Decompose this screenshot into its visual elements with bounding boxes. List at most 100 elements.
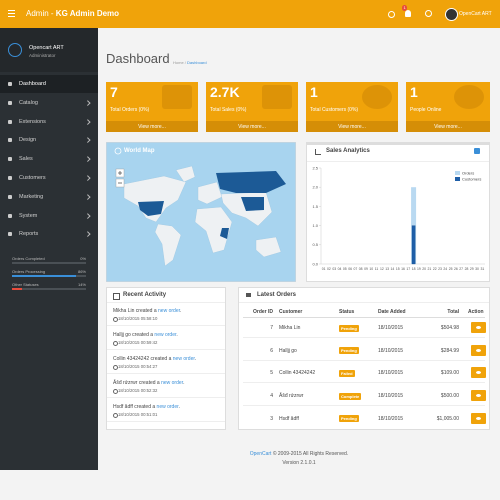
header-title: Admin - KG Admin Demo bbox=[26, 9, 119, 18]
chart-title: Sales Analytics bbox=[326, 148, 370, 154]
tile-footer[interactable]: View more... bbox=[406, 121, 490, 132]
clock-icon bbox=[113, 316, 118, 322]
order-cell: 18/10/2015 bbox=[378, 370, 404, 377]
view-button[interactable] bbox=[471, 344, 486, 356]
user-avatar[interactable] bbox=[445, 8, 458, 21]
view-button[interactable] bbox=[471, 390, 486, 402]
settings-icon[interactable] bbox=[425, 10, 432, 17]
bell-icon[interactable] bbox=[405, 10, 411, 17]
menu-label[interactable]: System bbox=[19, 212, 38, 219]
tile-link[interactable]: View more... bbox=[238, 124, 266, 130]
x-tick-label: 11 bbox=[375, 267, 379, 271]
stat-track bbox=[12, 288, 86, 290]
view-button[interactable] bbox=[471, 322, 486, 333]
clock-icon bbox=[113, 388, 118, 394]
footer-link[interactable]: OpenCart bbox=[249, 451, 272, 457]
menu-label[interactable]: Sales bbox=[19, 156, 33, 163]
breadcrumb-link[interactable]: Home bbox=[173, 60, 184, 65]
menu-label[interactable]: Design bbox=[19, 137, 37, 144]
menu-item[interactable]: System bbox=[0, 207, 98, 225]
view-button[interactable] bbox=[471, 367, 486, 379]
tile-icon bbox=[454, 85, 484, 109]
menu-item[interactable]: Customers bbox=[0, 169, 98, 187]
activity-link[interactable]: new order bbox=[154, 332, 177, 338]
north-america bbox=[123, 175, 187, 223]
y-tick-label: 0.0 bbox=[312, 261, 318, 266]
menu-item[interactable]: Design bbox=[0, 131, 98, 149]
tile-footer[interactable]: View more... bbox=[106, 121, 198, 132]
highlighted-country bbox=[220, 228, 229, 239]
tile-link[interactable]: View more... bbox=[434, 124, 462, 130]
tile-label: Total Customers (0%) bbox=[310, 107, 359, 113]
x-tick-label: 22 bbox=[433, 267, 437, 271]
order-cell: $500.00 bbox=[440, 393, 459, 400]
x-tick-label: 09 bbox=[364, 267, 368, 271]
order-cell: 18/10/2015 bbox=[378, 393, 404, 400]
menu-label[interactable]: Customers bbox=[19, 175, 46, 181]
x-tick-label: 04 bbox=[338, 267, 342, 271]
order-cell: $109.00 bbox=[440, 370, 459, 377]
tile-link[interactable]: View more... bbox=[338, 124, 366, 130]
x-tick-label: 07 bbox=[353, 267, 357, 271]
map-title: World Map bbox=[124, 148, 155, 154]
menu-label[interactable]: Extensions bbox=[19, 118, 46, 125]
menu-label[interactable]: Marketing bbox=[19, 193, 44, 200]
eye-icon bbox=[476, 326, 481, 329]
tile-icon bbox=[262, 85, 292, 109]
menu-label[interactable]: Reports bbox=[19, 231, 39, 238]
activity-link[interactable]: new order bbox=[156, 404, 179, 410]
menu-item[interactable]: Dashboard bbox=[0, 75, 98, 93]
tile-value: 7 bbox=[110, 84, 118, 100]
sales-chart: 0.0 0.5 1.0 1.5 2.0 2.5 01 02 03 04 05 06 07 08 09 10 11… bbox=[312, 165, 485, 271]
x-tick-label: 05 bbox=[343, 267, 347, 271]
order-cell: Hsdf ădff bbox=[279, 415, 299, 422]
menu-arrow bbox=[85, 156, 91, 162]
header-divider bbox=[243, 317, 485, 318]
row-divider bbox=[243, 382, 485, 384]
menu-label[interactable]: Catalog bbox=[19, 99, 38, 106]
row-divider bbox=[243, 337, 485, 338]
calendar-button[interactable] bbox=[474, 148, 480, 154]
status-badge: Pending bbox=[339, 324, 359, 332]
x-tick-label: 13 bbox=[385, 267, 389, 271]
legend-swatch bbox=[455, 177, 460, 181]
title-strong: KG Admin Demo bbox=[55, 9, 120, 18]
y-tick-label: 0.5 bbox=[312, 242, 318, 247]
activity-link[interactable]: new order bbox=[172, 356, 195, 362]
menu-label[interactable]: Dashboard bbox=[19, 81, 46, 87]
tile-footer[interactable]: View more... bbox=[306, 121, 398, 132]
status-badge: Pending bbox=[339, 347, 359, 355]
footer: OpenCart © 2009-2015 All Rights Reserved… bbox=[98, 451, 500, 457]
row-divider bbox=[243, 359, 485, 361]
x-tick-label: 01 bbox=[322, 267, 326, 271]
x-tick-label: 26 bbox=[454, 267, 458, 271]
activity-before: Collin 43424242 created a bbox=[113, 356, 172, 362]
item-divider bbox=[107, 421, 225, 422]
australia bbox=[255, 236, 282, 258]
x-tick-label: 20 bbox=[422, 267, 426, 271]
tile-footer[interactable]: View more... bbox=[206, 121, 298, 132]
zoom-in-icon bbox=[118, 171, 122, 175]
clock-icon bbox=[113, 412, 118, 418]
menu-item[interactable]: Extensions bbox=[0, 113, 98, 131]
tools-icon[interactable] bbox=[388, 11, 395, 18]
activity-link[interactable]: new order bbox=[158, 308, 180, 314]
stat-value: 86% bbox=[77, 269, 86, 274]
activity-before: Hsdf ădff created a bbox=[113, 404, 156, 410]
tile-link[interactable]: View more... bbox=[138, 124, 166, 130]
menu-item[interactable]: Reports bbox=[0, 225, 98, 243]
activity-link[interactable]: new order bbox=[161, 380, 184, 386]
eye-icon bbox=[476, 348, 481, 352]
view-button[interactable] bbox=[471, 412, 486, 424]
activity-after: . bbox=[180, 308, 182, 314]
user-name[interactable]: OpenCart ART bbox=[459, 11, 492, 17]
order-cell: Collin 43424242 bbox=[279, 370, 316, 377]
status-badge: Pending bbox=[339, 415, 359, 423]
menu-item[interactable]: Marketing bbox=[0, 188, 98, 206]
menu-icon bbox=[8, 176, 12, 180]
menu-item[interactable]: Catalog bbox=[0, 94, 98, 112]
tile-value: 2.7K bbox=[210, 84, 240, 100]
x-tick-label: 30 bbox=[475, 267, 479, 271]
menu-item[interactable]: Sales bbox=[0, 150, 98, 168]
